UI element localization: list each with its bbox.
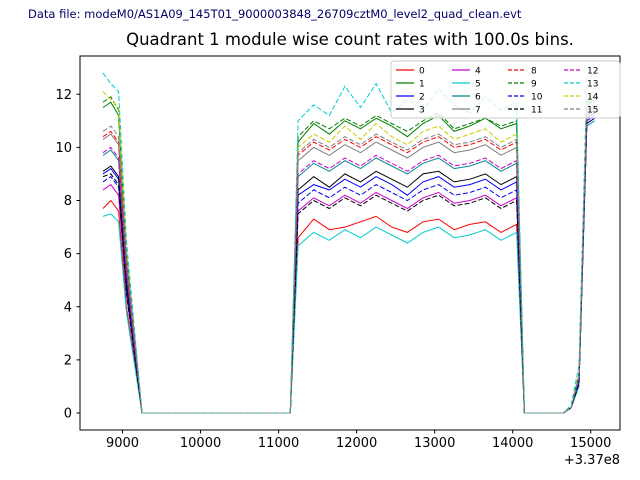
y-tick-label: 2 [64,353,72,368]
legend-label-2: 2 [419,93,425,103]
y-tick-label: 12 [55,88,72,103]
y-tick-label: 6 [64,247,72,262]
x-tick-label: 11000 [258,436,299,451]
series-line-15 [102,101,595,414]
series-line-14 [102,91,595,414]
legend-label-13: 13 [587,80,598,90]
y-tick-label: 0 [64,407,72,422]
legend-box [390,60,621,119]
legend-label-15: 15 [587,106,598,116]
legend-label-7: 7 [475,106,481,116]
x-tick-label: 9000 [106,436,139,451]
series-lines [102,72,595,414]
series-line-13 [102,72,595,414]
legend-label-10: 10 [531,93,543,103]
legend-label-11: 11 [531,106,542,116]
series-line-7 [102,107,595,414]
legend-label-12: 12 [587,67,598,77]
x-tick-label: 13000 [414,436,455,451]
y-tick-label: 10 [55,141,72,156]
legend-label-4: 4 [475,67,481,77]
datafile-label: Data file: modeM0/AS1A09_145T01_90000038… [28,7,522,21]
x-tick-label: 15000 [570,436,611,451]
axes-frame [79,55,621,431]
x-axis-offset-label: +3.37e8 [564,453,620,468]
legend-label-9: 9 [531,80,537,90]
legend-label-1: 1 [419,80,425,90]
legend-label-14: 14 [587,93,599,103]
legend-label-6: 6 [475,93,481,103]
x-tick-label: 12000 [336,436,377,451]
y-tick-label: 4 [64,300,72,315]
y-tick-label: 8 [64,194,72,209]
legend-label-8: 8 [531,67,537,77]
legend-label-5: 5 [475,80,481,90]
x-tick-label: 14000 [492,436,533,451]
legend-label-0: 0 [419,67,425,77]
x-tick-label: 10000 [180,436,221,451]
legend-label-3: 3 [419,106,425,116]
chart-title: Quadrant 1 module wise count rates with … [126,30,574,49]
